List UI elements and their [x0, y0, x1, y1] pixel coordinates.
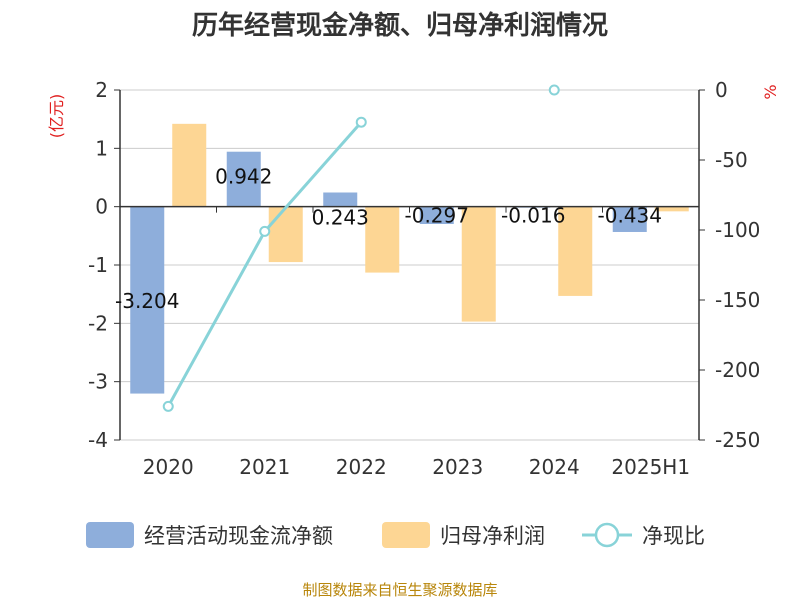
left-axis-ticks: 2 1 0 -1 -2 -3 -4 [88, 78, 120, 452]
data-source: 制图数据来自恒生聚源数据库 [302, 581, 497, 599]
legend-item-ratio[interactable]: 净现比 [582, 522, 705, 548]
left-tick-label: 0 [95, 195, 108, 219]
bars [130, 123, 689, 394]
bar-profit [654, 206, 689, 212]
left-axis-unit: (亿元) [47, 94, 66, 139]
ratio-point [259, 225, 271, 237]
legend-swatch-ratio-marker [594, 522, 620, 548]
left-tick-label: -2 [88, 311, 108, 335]
grid [120, 89, 699, 441]
legend-label-ratio: 净现比 [642, 524, 705, 548]
bar-cashflow [612, 206, 647, 232]
ratio-point [355, 116, 367, 128]
right-axis-unit: % [761, 84, 780, 99]
left-tick-label: -3 [88, 370, 108, 394]
data-labels: -3.204 0.942 0.243 -0.297 -0.016 -0.434 [115, 165, 662, 313]
x-tick-label: 2025H1 [611, 455, 690, 479]
bar-cashflow [323, 192, 358, 207]
legend: 经营活动现金流净额 归母净利润 净现比 [86, 522, 705, 548]
bar-profit [558, 206, 593, 296]
data-label-cashflow: -3.204 [115, 289, 179, 313]
data-label-cashflow: -0.016 [501, 204, 565, 228]
left-tick-label: -4 [88, 428, 108, 452]
bar-cashflow [226, 151, 261, 207]
x-tick-label: 2022 [336, 455, 387, 479]
right-tick-label: 0 [715, 78, 728, 102]
bar-profit [172, 123, 207, 207]
x-tick-label: 2023 [432, 455, 483, 479]
left-tick-label: 1 [95, 136, 108, 160]
legend-item-profit[interactable]: 归母净利润 [382, 522, 545, 548]
bar-cashflow [419, 206, 454, 224]
x-tick-label: 2020 [143, 455, 194, 479]
legend-label-cashflow: 经营活动现金流净额 [144, 524, 333, 548]
left-tick-label: 2 [95, 78, 108, 102]
ratio-line-segment [166, 230, 267, 408]
right-tick-label: -250 [715, 428, 760, 452]
data-label-cashflow: 0.243 [312, 205, 369, 229]
data-label-cashflow: -0.297 [405, 204, 469, 228]
data-label-cashflow: 0.942 [215, 165, 272, 189]
ratio-line-segment [263, 121, 363, 233]
data-label-cashflow: -0.434 [598, 204, 662, 228]
axes [119, 90, 700, 440]
ratio-point [548, 84, 560, 96]
bar-profit [461, 206, 496, 322]
x-tick-label: 2021 [239, 455, 290, 479]
chart-title: 历年经营现金净额、归母净利润情况 [192, 10, 608, 41]
right-axis-ticks: 0 -50 -100 -150 -200 -250 [699, 78, 760, 452]
bar-cashflow [130, 206, 165, 394]
left-tick-label: -1 [88, 253, 108, 277]
x-tick-label: 2024 [529, 455, 580, 479]
ratio-point [162, 400, 174, 412]
right-tick-label: -150 [715, 288, 760, 312]
legend-swatch-profit [382, 522, 430, 548]
bar-profit [365, 206, 400, 273]
bar-profit [268, 206, 303, 263]
x-axis-ticks: 2020 2021 2022 2023 2024 2025H1 [143, 455, 690, 479]
legend-item-cashflow[interactable]: 经营活动现金流净额 [86, 522, 333, 548]
legend-label-profit: 归母净利润 [440, 524, 545, 548]
right-tick-label: -200 [715, 358, 760, 382]
legend-swatch-cashflow [86, 522, 134, 548]
right-tick-label: -50 [715, 148, 748, 172]
right-tick-label: -100 [715, 218, 760, 242]
ratio-line [162, 84, 560, 412]
